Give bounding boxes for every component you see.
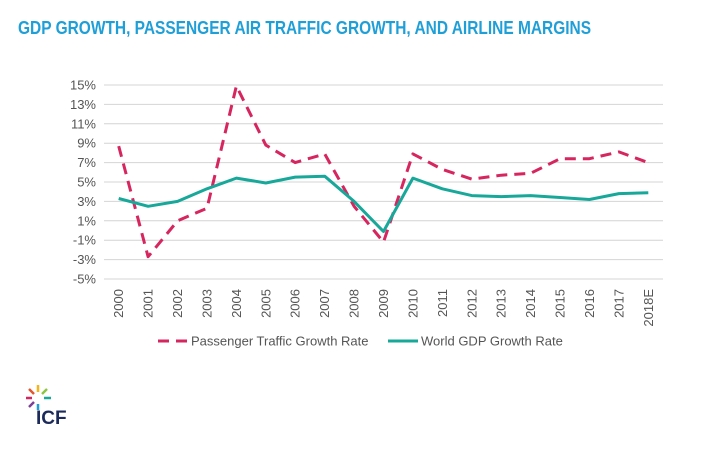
icf-starburst-icon: ICF	[26, 385, 67, 429]
y-tick-label: 15%	[70, 78, 96, 93]
x-tick-label: 2016	[582, 289, 597, 318]
x-tick-label: 2002	[170, 289, 185, 318]
grid-lines	[104, 84, 663, 280]
x-tick-label: 2017	[611, 289, 626, 318]
x-tick-label: 2006	[288, 289, 303, 318]
series-line-world-gdp	[118, 174, 649, 233]
x-tick-label: 2010	[405, 289, 420, 318]
x-tick-label: 2004	[229, 289, 244, 318]
chart-title: GDP GROWTH, PASSENGER AIR TRAFFIC GROWTH…	[18, 18, 592, 38]
y-tick-label: -5%	[73, 272, 97, 287]
series-lines	[117, 84, 649, 259]
logo-text: ICF	[36, 408, 67, 428]
x-tick-label: 2005	[258, 289, 273, 318]
legend-label: Passenger Traffic Growth Rate	[191, 334, 369, 349]
x-tick-label: 2007	[317, 289, 332, 318]
x-tick-label: 2008	[347, 289, 362, 318]
x-tick-label: 2011	[435, 289, 450, 317]
x-axis-tick-labels: 2000 2001 2002 2003 2004 2005 2006 2007 2008 2009…	[111, 289, 656, 327]
y-axis-tick-labels: 15% 13% 11% 9% 7% 5% 3% 1% -1% -3% -5%	[70, 78, 96, 287]
x-tick-label: 2001	[141, 289, 156, 318]
icf-logo: ICF	[26, 384, 82, 429]
x-tick-label: 2009	[376, 289, 391, 318]
y-tick-label: 9%	[77, 136, 96, 151]
x-tick-label: 2015	[553, 289, 568, 318]
x-tick-label: 2018E	[641, 289, 656, 327]
y-tick-label: 11%	[71, 116, 96, 131]
x-tick-label: 2014	[523, 289, 538, 318]
y-tick-label: 13%	[70, 97, 96, 112]
legend-label: World GDP Growth Rate	[421, 334, 563, 349]
x-tick-label: 2012	[464, 289, 479, 318]
x-tick-label: 2003	[199, 289, 214, 318]
y-tick-label: -1%	[73, 233, 97, 248]
legend: Passenger Traffic Growth Rate World GDP G…	[158, 334, 563, 349]
y-tick-label: -3%	[73, 252, 97, 267]
y-tick-label: 5%	[77, 175, 96, 190]
y-tick-label: 1%	[77, 213, 96, 228]
y-tick-label: 7%	[77, 155, 96, 170]
x-tick-label: 2013	[494, 289, 509, 318]
y-tick-label: 3%	[77, 194, 96, 209]
x-tick-label: 2000	[111, 289, 126, 318]
